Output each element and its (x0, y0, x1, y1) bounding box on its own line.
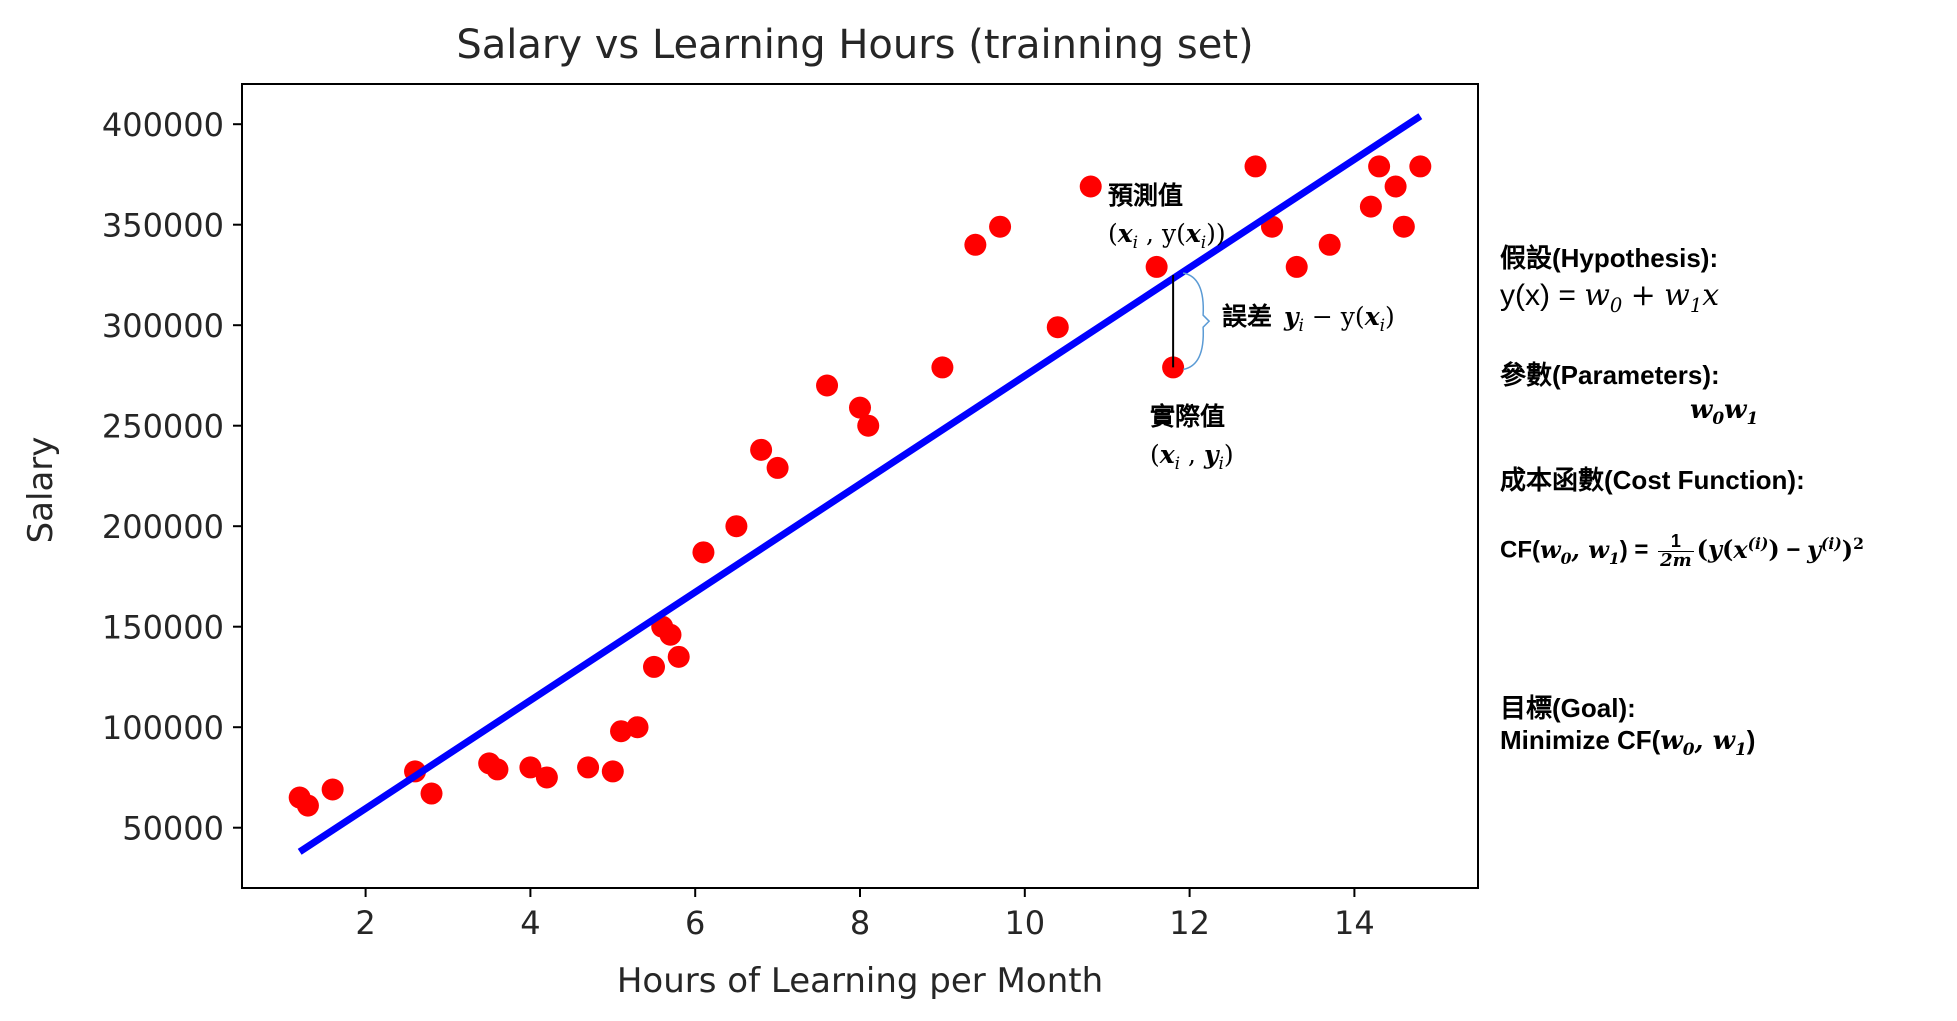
goal-text: Minimize CF(w0, w1) (1500, 725, 1756, 760)
data-point (816, 374, 839, 397)
x-tick-label: 4 (520, 904, 540, 942)
x-tick-label: 12 (1169, 904, 1210, 942)
data-point (1079, 175, 1102, 198)
data-point (626, 716, 649, 739)
y-axis-label: Salary (21, 437, 61, 544)
regression-line (297, 113, 1423, 855)
data-point (1392, 215, 1415, 238)
data-point (849, 396, 871, 419)
y-tick-label: 100000 (102, 709, 224, 747)
actual-label: 實際值 (1150, 402, 1225, 431)
predicted-label: 預測值 (1108, 181, 1183, 210)
actual-coordinate: (xi , yi) (1150, 440, 1234, 474)
data-point (750, 438, 773, 461)
y-tick-label: 400000 (102, 106, 224, 144)
goal-prefix: Minimize CF( (1500, 725, 1661, 755)
data-point (321, 778, 344, 801)
x-tick-label: 6 (685, 904, 705, 942)
data-point (610, 720, 633, 743)
y-axis: 50000 100000 150000 200000 250000 300000 35000… (102, 106, 242, 848)
data-point (1359, 195, 1382, 218)
y-tick-label: 300000 (102, 307, 224, 345)
parameters-label: 參數(Parameters): (1500, 360, 1720, 390)
data-point (964, 233, 987, 256)
x-tick-label: 10 (1004, 904, 1045, 942)
data-point (535, 766, 558, 789)
data-point (1244, 155, 1267, 178)
x-tick-label: 14 (1334, 904, 1375, 942)
data-point (725, 515, 748, 538)
data-points (288, 155, 1432, 817)
error-label: 誤差 (1222, 302, 1272, 331)
y-tick-label: 200000 (102, 508, 224, 546)
hypothesis-equation: y(x) = w0 + w1x (1500, 278, 1720, 317)
data-point (667, 645, 690, 668)
data-point (420, 782, 443, 805)
cost-function-equation: CF(w0, w1) = 1 2m (y(x(i)) − y(i))2 (1500, 531, 1864, 571)
chart-title: Salary vs Learning Hours (trainning set) (456, 22, 1253, 68)
data-point (601, 760, 624, 783)
data-point (1384, 175, 1407, 198)
data-point (857, 414, 880, 437)
scatter-chart: Salary vs Learning Hours (trainning set)… (21, 22, 1479, 1001)
formula-notes: 假設(Hypothesis): y(x) = w0 + w1x 參數(Param… (1500, 0, 1950, 1021)
data-point (931, 356, 954, 379)
data-point (1285, 255, 1308, 278)
data-point (692, 541, 715, 564)
data-point (577, 756, 600, 779)
y-tick-label: 50000 (122, 810, 224, 848)
data-point (1409, 155, 1432, 178)
error-formula: yi − y(xi) (1283, 302, 1395, 336)
predicted-annotation: 預測值 (xi , y(xi)) (1108, 181, 1226, 253)
actual-annotation: 實際值 (xi , yi) (1150, 402, 1234, 474)
data-point (296, 794, 319, 817)
goal-label: 目標(Goal): (1500, 693, 1636, 723)
y-tick-label: 250000 (102, 408, 224, 446)
cost-function-label: 成本函數(Cost Function): (1500, 465, 1805, 495)
y-tick-label: 350000 (102, 207, 224, 245)
cf-prefix: CF( (1500, 536, 1540, 564)
data-point (659, 623, 682, 646)
y-tick-label: 150000 (102, 609, 224, 647)
hypothesis-prefix: y(x) = (1500, 279, 1576, 312)
parameters-list: w0w1 (1690, 395, 1759, 429)
data-point (643, 655, 665, 678)
error-annotation: 誤差 yi − y(xi) (1222, 302, 1395, 336)
data-point (486, 758, 509, 781)
x-tick-label: 8 (850, 904, 870, 942)
data-point (989, 215, 1012, 238)
data-point (1145, 255, 1168, 278)
data-point (766, 456, 789, 479)
error-brace (1182, 272, 1211, 371)
x-axis: 2 4 6 8 10 12 14 (355, 888, 1375, 942)
data-point (1318, 233, 1341, 256)
x-axis-label: Hours of Learning per Month (617, 961, 1103, 1001)
data-point (1046, 316, 1069, 339)
x-tick-label: 2 (355, 904, 375, 942)
predicted-coordinate: (xi , y(xi)) (1108, 219, 1226, 253)
hypothesis-label: 假設(Hypothesis): (1500, 243, 1719, 273)
data-point (519, 756, 542, 779)
data-point (1368, 155, 1391, 178)
